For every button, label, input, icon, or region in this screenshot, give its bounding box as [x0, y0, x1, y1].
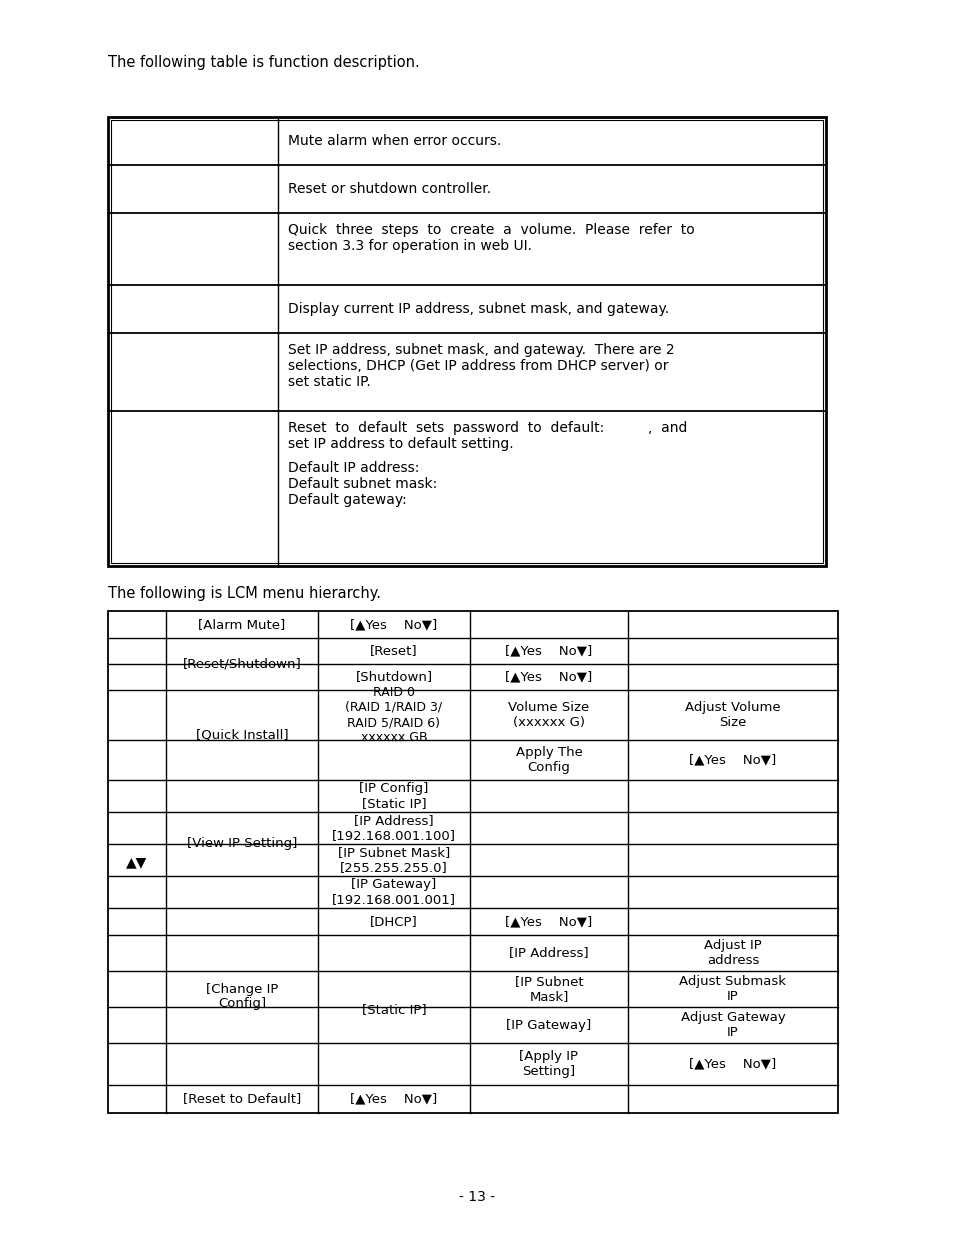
- Text: [Quick Install]: [Quick Install]: [195, 729, 288, 741]
- Text: [IP Gateway]
[192.168.001.001]: [IP Gateway] [192.168.001.001]: [332, 878, 456, 906]
- Text: [▲Yes    No▼]: [▲Yes No▼]: [350, 1093, 437, 1105]
- Text: [Reset/Shutdown]: [Reset/Shutdown]: [182, 657, 301, 671]
- Text: [IP Config]
[Static IP]: [IP Config] [Static IP]: [359, 782, 428, 810]
- Text: [▲Yes    No▼]: [▲Yes No▼]: [689, 753, 776, 767]
- Text: selections, DHCP (Get IP address from DHCP server) or: selections, DHCP (Get IP address from DH…: [288, 359, 668, 373]
- Text: [IP Address]: [IP Address]: [509, 946, 588, 960]
- Text: Mute alarm when error occurs.: Mute alarm when error occurs.: [288, 135, 500, 148]
- Text: The following table is function description.: The following table is function descript…: [108, 56, 419, 70]
- Text: [IP Subnet Mask]
[255.255.255.0]: [IP Subnet Mask] [255.255.255.0]: [337, 846, 450, 874]
- Text: [▲Yes    No▼]: [▲Yes No▼]: [350, 618, 437, 631]
- Text: Reset  to  default  sets  password  to  default:          ,  and: Reset to default sets password to defaul…: [288, 421, 687, 435]
- Bar: [108, 611, 837, 1113]
- Text: ▲▼: ▲▼: [126, 855, 148, 869]
- Bar: [108, 117, 825, 566]
- Text: Default gateway:: Default gateway:: [288, 493, 406, 508]
- Text: [▲Yes    No▼]: [▲Yes No▼]: [505, 915, 592, 927]
- Text: [Static IP]: [Static IP]: [361, 1004, 426, 1016]
- Text: section 3.3 for operation in web UI.: section 3.3 for operation in web UI.: [288, 240, 532, 253]
- Text: Default subnet mask:: Default subnet mask:: [288, 477, 436, 492]
- Text: [Change IP
Config]: [Change IP Config]: [206, 983, 278, 1010]
- Text: RAID 0
(RAID 1/RAID 3/
RAID 5/RAID 6)
xxxxxx GB: RAID 0 (RAID 1/RAID 3/ RAID 5/RAID 6) xx…: [345, 685, 442, 743]
- Text: The following is LCM menu hierarchy.: The following is LCM menu hierarchy.: [108, 585, 380, 601]
- Text: [Shutdown]: [Shutdown]: [355, 671, 432, 683]
- Text: Quick  three  steps  to  create  a  volume.  Please  refer  to: Quick three steps to create a volume. Pl…: [288, 224, 694, 237]
- Text: Set IP address, subnet mask, and gateway.  There are 2: Set IP address, subnet mask, and gateway…: [288, 343, 674, 357]
- Text: [Reset to Default]: [Reset to Default]: [183, 1093, 301, 1105]
- Text: [▲Yes    No▼]: [▲Yes No▼]: [689, 1057, 776, 1071]
- Text: [Apply IP
Setting]: [Apply IP Setting]: [519, 1050, 578, 1078]
- Text: - 13 -: - 13 -: [458, 1191, 495, 1204]
- Text: [▲Yes    No▼]: [▲Yes No▼]: [505, 671, 592, 683]
- Text: [▲Yes    No▼]: [▲Yes No▼]: [505, 645, 592, 657]
- Text: Reset or shutdown controller.: Reset or shutdown controller.: [288, 182, 491, 196]
- Text: Apply The
Config: Apply The Config: [515, 746, 582, 774]
- Text: Adjust IP
address: Adjust IP address: [703, 939, 761, 967]
- Text: [Reset]: [Reset]: [370, 645, 417, 657]
- Text: Default IP address:: Default IP address:: [288, 461, 419, 475]
- Text: set static IP.: set static IP.: [288, 375, 371, 389]
- Text: Adjust Volume
Size: Adjust Volume Size: [684, 701, 780, 729]
- Text: [IP Subnet
Mask]: [IP Subnet Mask]: [515, 974, 582, 1003]
- Text: [IP Address]
[192.168.001.100]: [IP Address] [192.168.001.100]: [332, 814, 456, 842]
- Text: Volume Size
(xxxxxx G): Volume Size (xxxxxx G): [508, 701, 589, 729]
- Text: set IP address to default setting.: set IP address to default setting.: [288, 437, 513, 451]
- Text: [DHCP]: [DHCP]: [370, 915, 417, 927]
- Text: [View IP Setting]: [View IP Setting]: [187, 837, 297, 851]
- Bar: [111, 120, 822, 563]
- Text: Display current IP address, subnet mask, and gateway.: Display current IP address, subnet mask,…: [288, 303, 668, 316]
- Text: Adjust Gateway
IP: Adjust Gateway IP: [679, 1011, 784, 1039]
- Text: [IP Gateway]: [IP Gateway]: [506, 1019, 591, 1031]
- Text: Adjust Submask
IP: Adjust Submask IP: [679, 974, 785, 1003]
- Text: [Alarm Mute]: [Alarm Mute]: [198, 618, 285, 631]
